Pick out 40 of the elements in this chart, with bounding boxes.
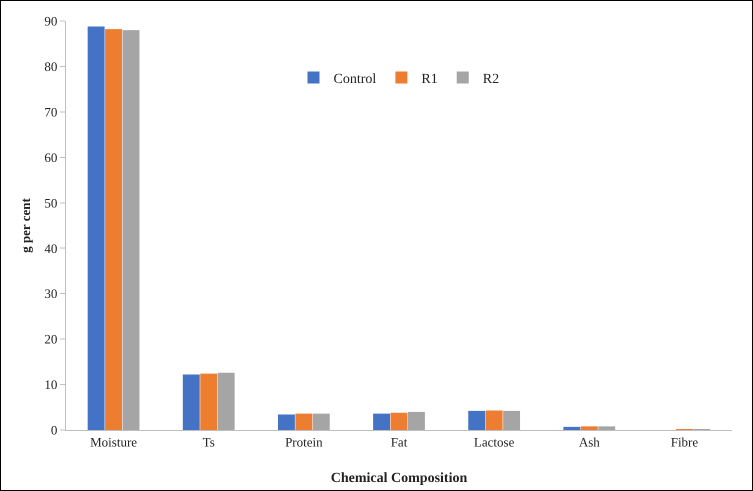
bar (408, 412, 425, 430)
y-tick-label: 0 (50, 422, 58, 438)
bar (88, 26, 105, 430)
x-tick-label: Fibre (670, 434, 698, 450)
x-axis-title: Chemical Composition (330, 471, 468, 486)
y-axis-title: g per cent (18, 198, 33, 253)
y-tick-label: 10 (44, 377, 58, 392)
y-tick-label: 60 (44, 150, 58, 165)
legend-label: R2 (482, 72, 500, 87)
bar (580, 426, 598, 430)
bar (486, 410, 503, 430)
legend-label: R1 (421, 72, 438, 87)
y-tick-label: 70 (44, 104, 58, 120)
legend-label: Control (334, 72, 376, 87)
x-tick-label: Fat (390, 434, 408, 450)
bar (122, 30, 140, 430)
bar (295, 414, 312, 430)
bar (390, 412, 408, 430)
bar (312, 414, 330, 430)
bar (218, 372, 235, 430)
x-tick-label: Ts (202, 434, 215, 450)
y-tick-label: 90 (44, 14, 58, 29)
bar (468, 410, 486, 430)
bar (373, 414, 390, 430)
x-tick-label: Moisture (90, 434, 138, 450)
x-tick-label: Lactose (474, 434, 515, 450)
bar (182, 374, 200, 430)
y-tick-label: 30 (44, 286, 58, 302)
y-tick-label: 50 (44, 195, 58, 210)
x-tick-label: Protein (285, 434, 324, 450)
y-tick-label: 80 (44, 58, 58, 74)
bar (598, 426, 616, 430)
bar (563, 426, 580, 430)
y-tick-label: 20 (44, 332, 58, 347)
y-tick-label: 40 (44, 240, 58, 256)
bar (503, 410, 520, 430)
bar (105, 29, 122, 430)
bar (278, 414, 295, 430)
x-tick-label: Ash (578, 434, 600, 450)
bar (200, 374, 218, 430)
